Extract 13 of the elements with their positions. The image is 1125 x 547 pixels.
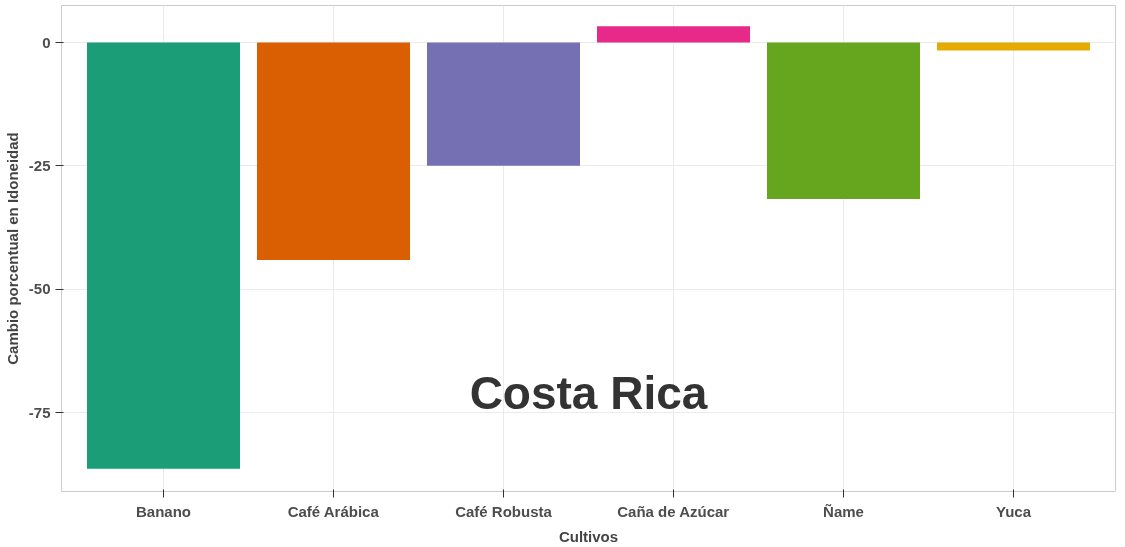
x-tick-label: Yuca — [995, 502, 1032, 520]
annotation: Costa Rica — [469, 366, 708, 419]
x-tick-label: Caña de Azúcar — [617, 502, 730, 520]
y-tick-label: -50 — [28, 280, 51, 298]
x-tick-label: Café Robusta — [455, 502, 553, 520]
x-tick-label: Café Arábica — [287, 502, 380, 520]
y-tick-label: -75 — [28, 403, 51, 421]
y-tick-label: -25 — [28, 156, 51, 174]
y-tick-label: 0 — [42, 33, 51, 51]
x-tick-label: Ñame — [823, 502, 864, 520]
x-tick-label: Banano — [136, 502, 192, 520]
x-axis-title: Cultivos — [558, 527, 619, 545]
y-axis-title: Cambio porcentual en Idoneidad — [3, 132, 21, 365]
